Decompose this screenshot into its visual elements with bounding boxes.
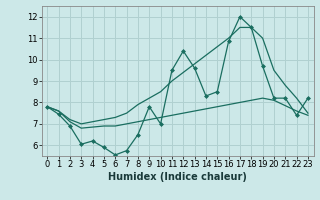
X-axis label: Humidex (Indice chaleur): Humidex (Indice chaleur) xyxy=(108,172,247,182)
